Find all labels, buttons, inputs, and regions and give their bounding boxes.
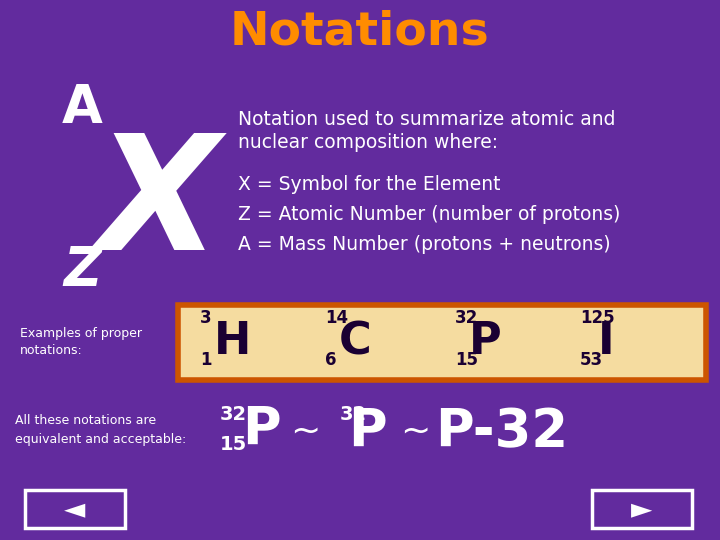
Text: P-32: P-32 [435, 406, 568, 458]
Text: nuclear composition where:: nuclear composition where: [238, 133, 498, 152]
Text: Z = Atomic Number (number of protons): Z = Atomic Number (number of protons) [238, 205, 621, 224]
Text: 125: 125 [580, 309, 615, 327]
Text: 14: 14 [325, 309, 348, 327]
Text: Notations: Notations [230, 10, 490, 55]
Text: 1: 1 [200, 351, 212, 369]
Text: I: I [598, 321, 615, 363]
Text: P: P [242, 404, 281, 456]
Text: Examples of proper
notations:: Examples of proper notations: [20, 327, 142, 357]
Text: ~: ~ [400, 415, 430, 449]
Text: X = Symbol for the Element: X = Symbol for the Element [238, 175, 500, 194]
Text: 32: 32 [220, 406, 247, 424]
Text: Z: Z [63, 244, 101, 296]
Text: 15: 15 [220, 435, 247, 455]
Text: All these notations are
equivalent and acceptable:: All these notations are equivalent and a… [15, 415, 186, 446]
Text: 32: 32 [340, 406, 367, 424]
Text: A = Mass Number (protons + neutrons): A = Mass Number (protons + neutrons) [238, 235, 611, 254]
Text: ~: ~ [290, 415, 320, 449]
Text: 3: 3 [200, 309, 212, 327]
Text: P: P [348, 406, 387, 458]
Text: A: A [62, 82, 102, 134]
Text: 15: 15 [455, 351, 478, 369]
Text: 32: 32 [455, 309, 478, 327]
Text: ►: ► [631, 495, 653, 523]
Text: C: C [339, 321, 372, 363]
FancyBboxPatch shape [178, 305, 706, 380]
Text: X: X [96, 127, 220, 282]
Text: 6: 6 [325, 351, 336, 369]
Text: H: H [214, 321, 251, 363]
Text: ◄: ◄ [64, 495, 86, 523]
Text: Notation used to summarize atomic and: Notation used to summarize atomic and [238, 110, 616, 129]
Text: 53: 53 [580, 351, 603, 369]
Text: P: P [469, 321, 502, 363]
